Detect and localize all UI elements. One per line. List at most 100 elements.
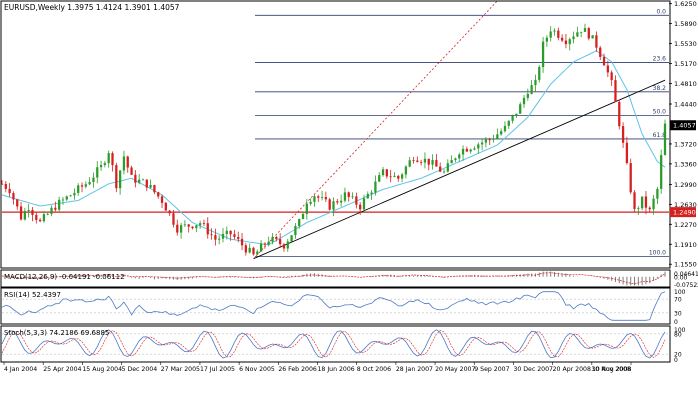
candle-body <box>374 181 377 193</box>
fib-label-2: 38.2 <box>653 85 667 92</box>
candle-60 <box>229 230 232 241</box>
candle-137 <box>522 94 526 108</box>
price-tick-label-4: 1.4810 <box>674 80 697 88</box>
candle-6 <box>23 207 26 221</box>
candle-70 <box>267 236 270 247</box>
candle-146 <box>557 27 560 41</box>
candle-body <box>538 67 541 80</box>
candle-21 <box>80 182 84 193</box>
candle-body <box>214 235 217 240</box>
macd-signal-line <box>1 272 666 285</box>
candle-body <box>122 156 126 171</box>
candle-126 <box>480 139 484 151</box>
price-tick-label-5: 1.4440 <box>674 101 697 109</box>
candle-16 <box>61 196 65 205</box>
candle-157 <box>599 45 602 61</box>
candle-body <box>126 156 129 168</box>
candle-body <box>355 196 358 205</box>
candle-body <box>614 80 617 102</box>
candle-1 <box>4 180 7 193</box>
candle-110 <box>420 159 423 166</box>
candle-83 <box>317 194 320 202</box>
candle-109 <box>416 156 419 163</box>
candle-116 <box>442 169 446 174</box>
candle-167 <box>637 206 640 216</box>
candle-112 <box>427 158 430 171</box>
fib-label-3: 50.0 <box>653 109 667 116</box>
candle-body <box>65 196 68 200</box>
candle-51 <box>195 225 198 233</box>
candle-42 <box>160 194 164 209</box>
candle-156 <box>595 31 598 52</box>
candle-body <box>347 192 350 197</box>
candle-22 <box>84 181 87 189</box>
candle-body <box>115 165 118 189</box>
x-tick-label-6: 6 Nov 2005 <box>239 366 275 373</box>
candle-body <box>652 198 655 210</box>
candle-144 <box>549 26 552 42</box>
candle-body <box>637 208 640 210</box>
candle-body <box>210 234 213 236</box>
candle-body <box>560 37 564 41</box>
fib-label-5: 100.0 <box>649 249 666 256</box>
candle-114 <box>435 153 438 167</box>
stoch-panel-frame <box>0 325 671 363</box>
x-tick-label-12: 9 Sep 2007 <box>474 366 509 373</box>
candle-166 <box>633 189 636 212</box>
candle-77 <box>294 223 297 239</box>
candle-50 <box>191 226 194 230</box>
candle-85 <box>324 191 328 203</box>
candle-91 <box>347 191 350 202</box>
candle-body <box>31 210 34 215</box>
candle-121 <box>461 145 465 161</box>
candle-body <box>282 244 286 249</box>
candle-body <box>38 219 42 222</box>
candle-body <box>408 160 411 167</box>
candle-body <box>557 30 560 38</box>
candle-4 <box>16 198 19 210</box>
candle-body <box>301 214 305 220</box>
candle-142 <box>541 37 545 73</box>
candle-46 <box>176 219 179 236</box>
candle-body <box>160 196 164 203</box>
candle-154 <box>587 26 590 41</box>
candle-body <box>458 154 461 159</box>
candle-body <box>141 179 145 181</box>
candle-body <box>0 183 4 185</box>
candle-43 <box>164 201 167 211</box>
price-tick-label-10: 1.2630 <box>674 201 697 209</box>
candle-168 <box>641 196 644 211</box>
x-tick-label-11: 20 May 2007 <box>435 366 475 373</box>
candle-62 <box>237 231 240 243</box>
x-tick-label-10: 28 Jan 2007 <box>396 366 433 373</box>
candle-body <box>522 97 526 105</box>
candle-120 <box>458 152 461 162</box>
candle-body <box>271 237 274 242</box>
candle-63 <box>240 233 244 251</box>
candle-body <box>336 201 339 203</box>
candle-body <box>134 174 137 183</box>
candle-body <box>484 139 488 143</box>
candle-body <box>202 223 206 224</box>
candle-body <box>153 185 156 193</box>
candle-92 <box>351 192 354 200</box>
candle-113 <box>431 154 434 170</box>
candle-body <box>454 158 457 161</box>
candle-body <box>237 236 240 239</box>
candle-body <box>16 199 19 207</box>
support-price-label: 1.2490 <box>673 209 696 217</box>
candle-135 <box>515 113 518 119</box>
x-tick-label-16: 30 Nov 2008 <box>591 366 631 373</box>
candle-body <box>404 166 408 175</box>
candle-128 <box>488 137 491 145</box>
candle-body <box>149 185 152 188</box>
rsi-panel-frame <box>0 287 671 325</box>
candle-160 <box>610 70 613 86</box>
candle-55 <box>210 228 213 240</box>
candle-132 <box>503 121 507 133</box>
candle-69 <box>263 242 267 249</box>
candle-body <box>187 224 190 227</box>
candle-29 <box>111 151 114 172</box>
candle-body <box>541 41 545 68</box>
